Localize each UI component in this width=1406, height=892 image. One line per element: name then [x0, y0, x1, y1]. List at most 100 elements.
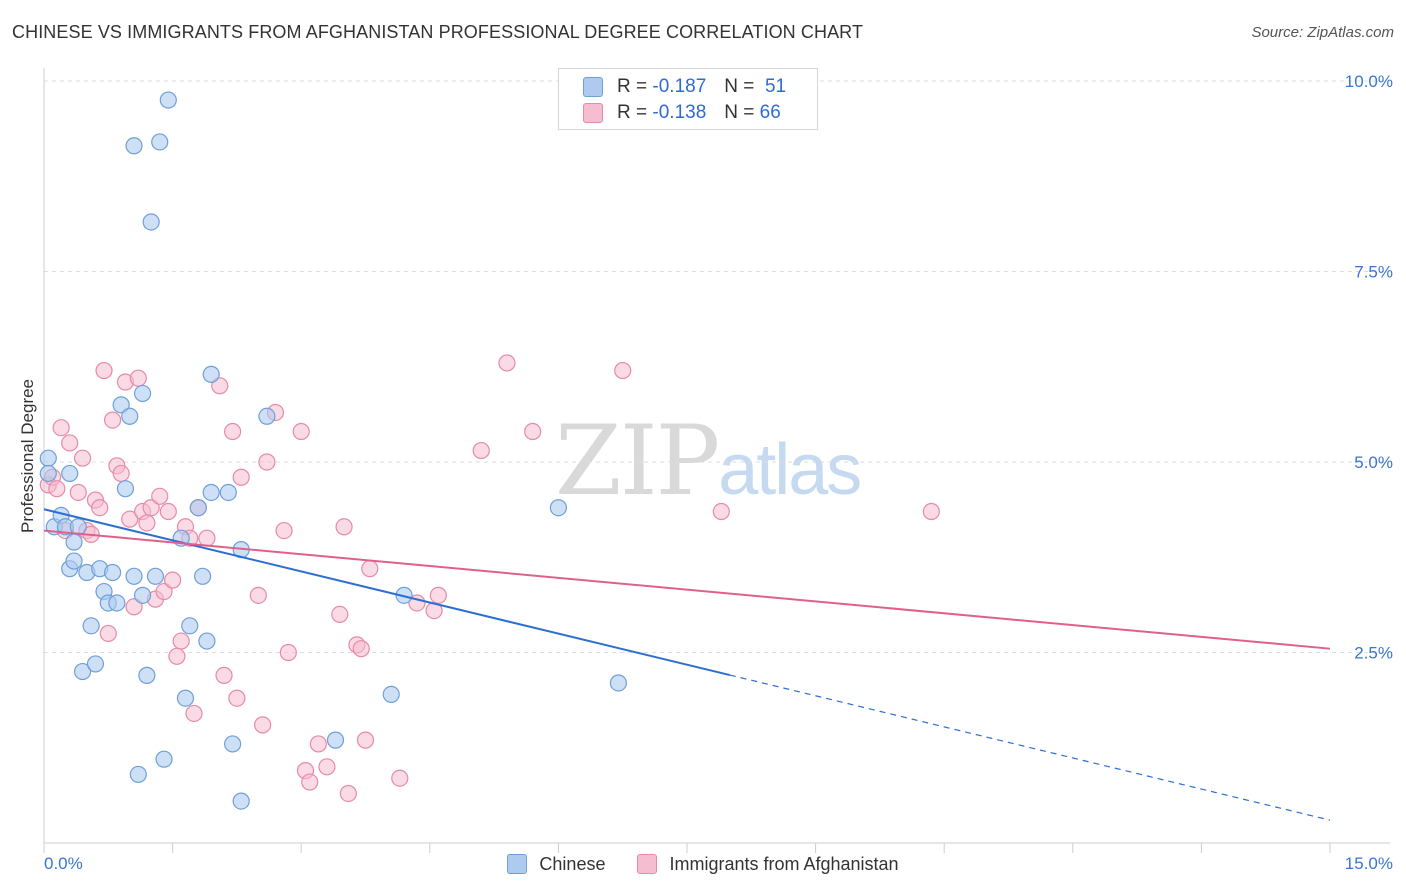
legend-chinese-swatch [507, 854, 528, 874]
chinese-point [232, 792, 250, 810]
afghan-point [155, 582, 173, 601]
chinese-point [86, 655, 105, 673]
afghan-point [168, 647, 186, 665]
chinese-point [125, 567, 143, 585]
afghan-n-value: 66 [759, 102, 781, 123]
chinese-point [159, 91, 177, 109]
chinese-point [142, 213, 160, 231]
afghan-r-value: -0.138 [652, 102, 707, 123]
axes [43, 68, 1390, 853]
chinese-point [224, 735, 242, 753]
afghan-swatch [583, 103, 603, 123]
afghan-point [429, 586, 447, 604]
y-tick-label: 5.0% [1354, 453, 1393, 472]
series-legend: Chinese Immigrants from Afghanistan [0, 852, 1406, 876]
series-afghanistan [39, 354, 940, 803]
chinese-point [133, 384, 152, 403]
afghan-point [331, 605, 349, 624]
afghan-point [112, 464, 130, 483]
chinese-point [65, 552, 83, 570]
chinese-point [181, 617, 199, 635]
watermark-zip: ZIP [555, 405, 720, 517]
afghan-point [129, 369, 147, 387]
afghan-point [352, 640, 370, 658]
legend-afghan-swatch [637, 854, 658, 874]
chinese-n-label: N = [724, 76, 755, 97]
chinese-point [82, 617, 100, 635]
chinese-point [155, 750, 173, 768]
chinese-point [202, 365, 220, 383]
y-tick-label: 7.5% [1354, 263, 1393, 282]
afghan-point [95, 361, 113, 380]
chinese-point [549, 499, 568, 517]
y-tick-label: 2.5% [1354, 644, 1393, 663]
afghan-point [73, 449, 92, 467]
source-label: Source: ZipAtlas.com [1251, 24, 1394, 41]
chinese-point [382, 685, 400, 704]
chinese-point [61, 464, 79, 483]
chinese-point [258, 407, 276, 425]
correlation-legend: R = -0.187 N = 51 R = -0.138 N = 66 [558, 68, 818, 130]
afghan-point [121, 510, 139, 528]
chinese-trend-extension [729, 674, 1331, 821]
chinese-point [103, 563, 122, 582]
afghan-point [292, 422, 310, 441]
afghan-point [48, 480, 66, 498]
afghan-point [228, 689, 246, 707]
legend-row-chinese: R = -0.187 N = 51 [583, 75, 786, 99]
chart-title: CHINESE VS IMMIGRANTS FROM AFGHANISTAN P… [12, 22, 864, 42]
afghan-point [198, 529, 216, 547]
chinese-point [326, 731, 345, 749]
afghan-point [91, 499, 109, 517]
grid-lines [44, 80, 1390, 653]
chinese-point [189, 499, 207, 517]
afghan-point [318, 758, 336, 776]
chinese-point [121, 407, 139, 425]
trend-lines [43, 508, 1331, 821]
afghan-point [99, 624, 117, 643]
afghan-point [356, 731, 375, 749]
afghan-point [339, 784, 357, 803]
afghan-point [524, 422, 542, 441]
chinese-point [112, 396, 130, 414]
chinese-point [133, 586, 152, 604]
afghan-point [472, 441, 490, 460]
chinese-point [116, 480, 135, 498]
chinese-point [176, 689, 195, 707]
y-tick-label: 10.0% [1345, 72, 1393, 91]
afghan-point [125, 598, 143, 616]
chinese-point [198, 632, 216, 650]
afghan-point [391, 769, 409, 787]
afghan-n-label: N = [724, 102, 755, 123]
chinese-point [39, 449, 57, 467]
afghan-point [159, 502, 177, 521]
afghan-point [254, 716, 272, 734]
chinese-point [202, 483, 220, 502]
afghan-trend-line [43, 529, 1331, 650]
afghan-point [249, 586, 267, 604]
legend-item-afghanistan[interactable]: Immigrants from Afghanistan [637, 853, 899, 875]
x-tick-label: 0.0% [44, 854, 83, 873]
legend-row-afghan: R = -0.138 N = 66 [583, 101, 781, 125]
afghan-point [138, 514, 156, 532]
chinese-point [151, 133, 169, 151]
afghan-point [215, 666, 233, 684]
legend-item-chinese[interactable]: Chinese [507, 854, 605, 875]
afghan-point [498, 354, 516, 372]
afghan-point [335, 518, 353, 536]
afghan-point [211, 377, 229, 395]
chinese-n-value: 51 [764, 76, 787, 97]
afghan-point [164, 571, 182, 589]
chinese-swatch [583, 77, 603, 97]
afghan-point [103, 411, 122, 429]
tick-labels: 2.5% 5.0% 7.5% 10.0% 0.0% 15.0% [44, 72, 1393, 873]
series-chinese [39, 91, 628, 810]
chinese-point [609, 674, 628, 692]
watermark: ZIPatlas [555, 405, 862, 517]
chinese-point [65, 533, 83, 551]
legend-afghan-label: Immigrants from Afghanistan [669, 853, 899, 874]
chinese-trend-line [43, 508, 731, 677]
chinese-point [39, 464, 57, 483]
afghan-point [151, 487, 169, 505]
